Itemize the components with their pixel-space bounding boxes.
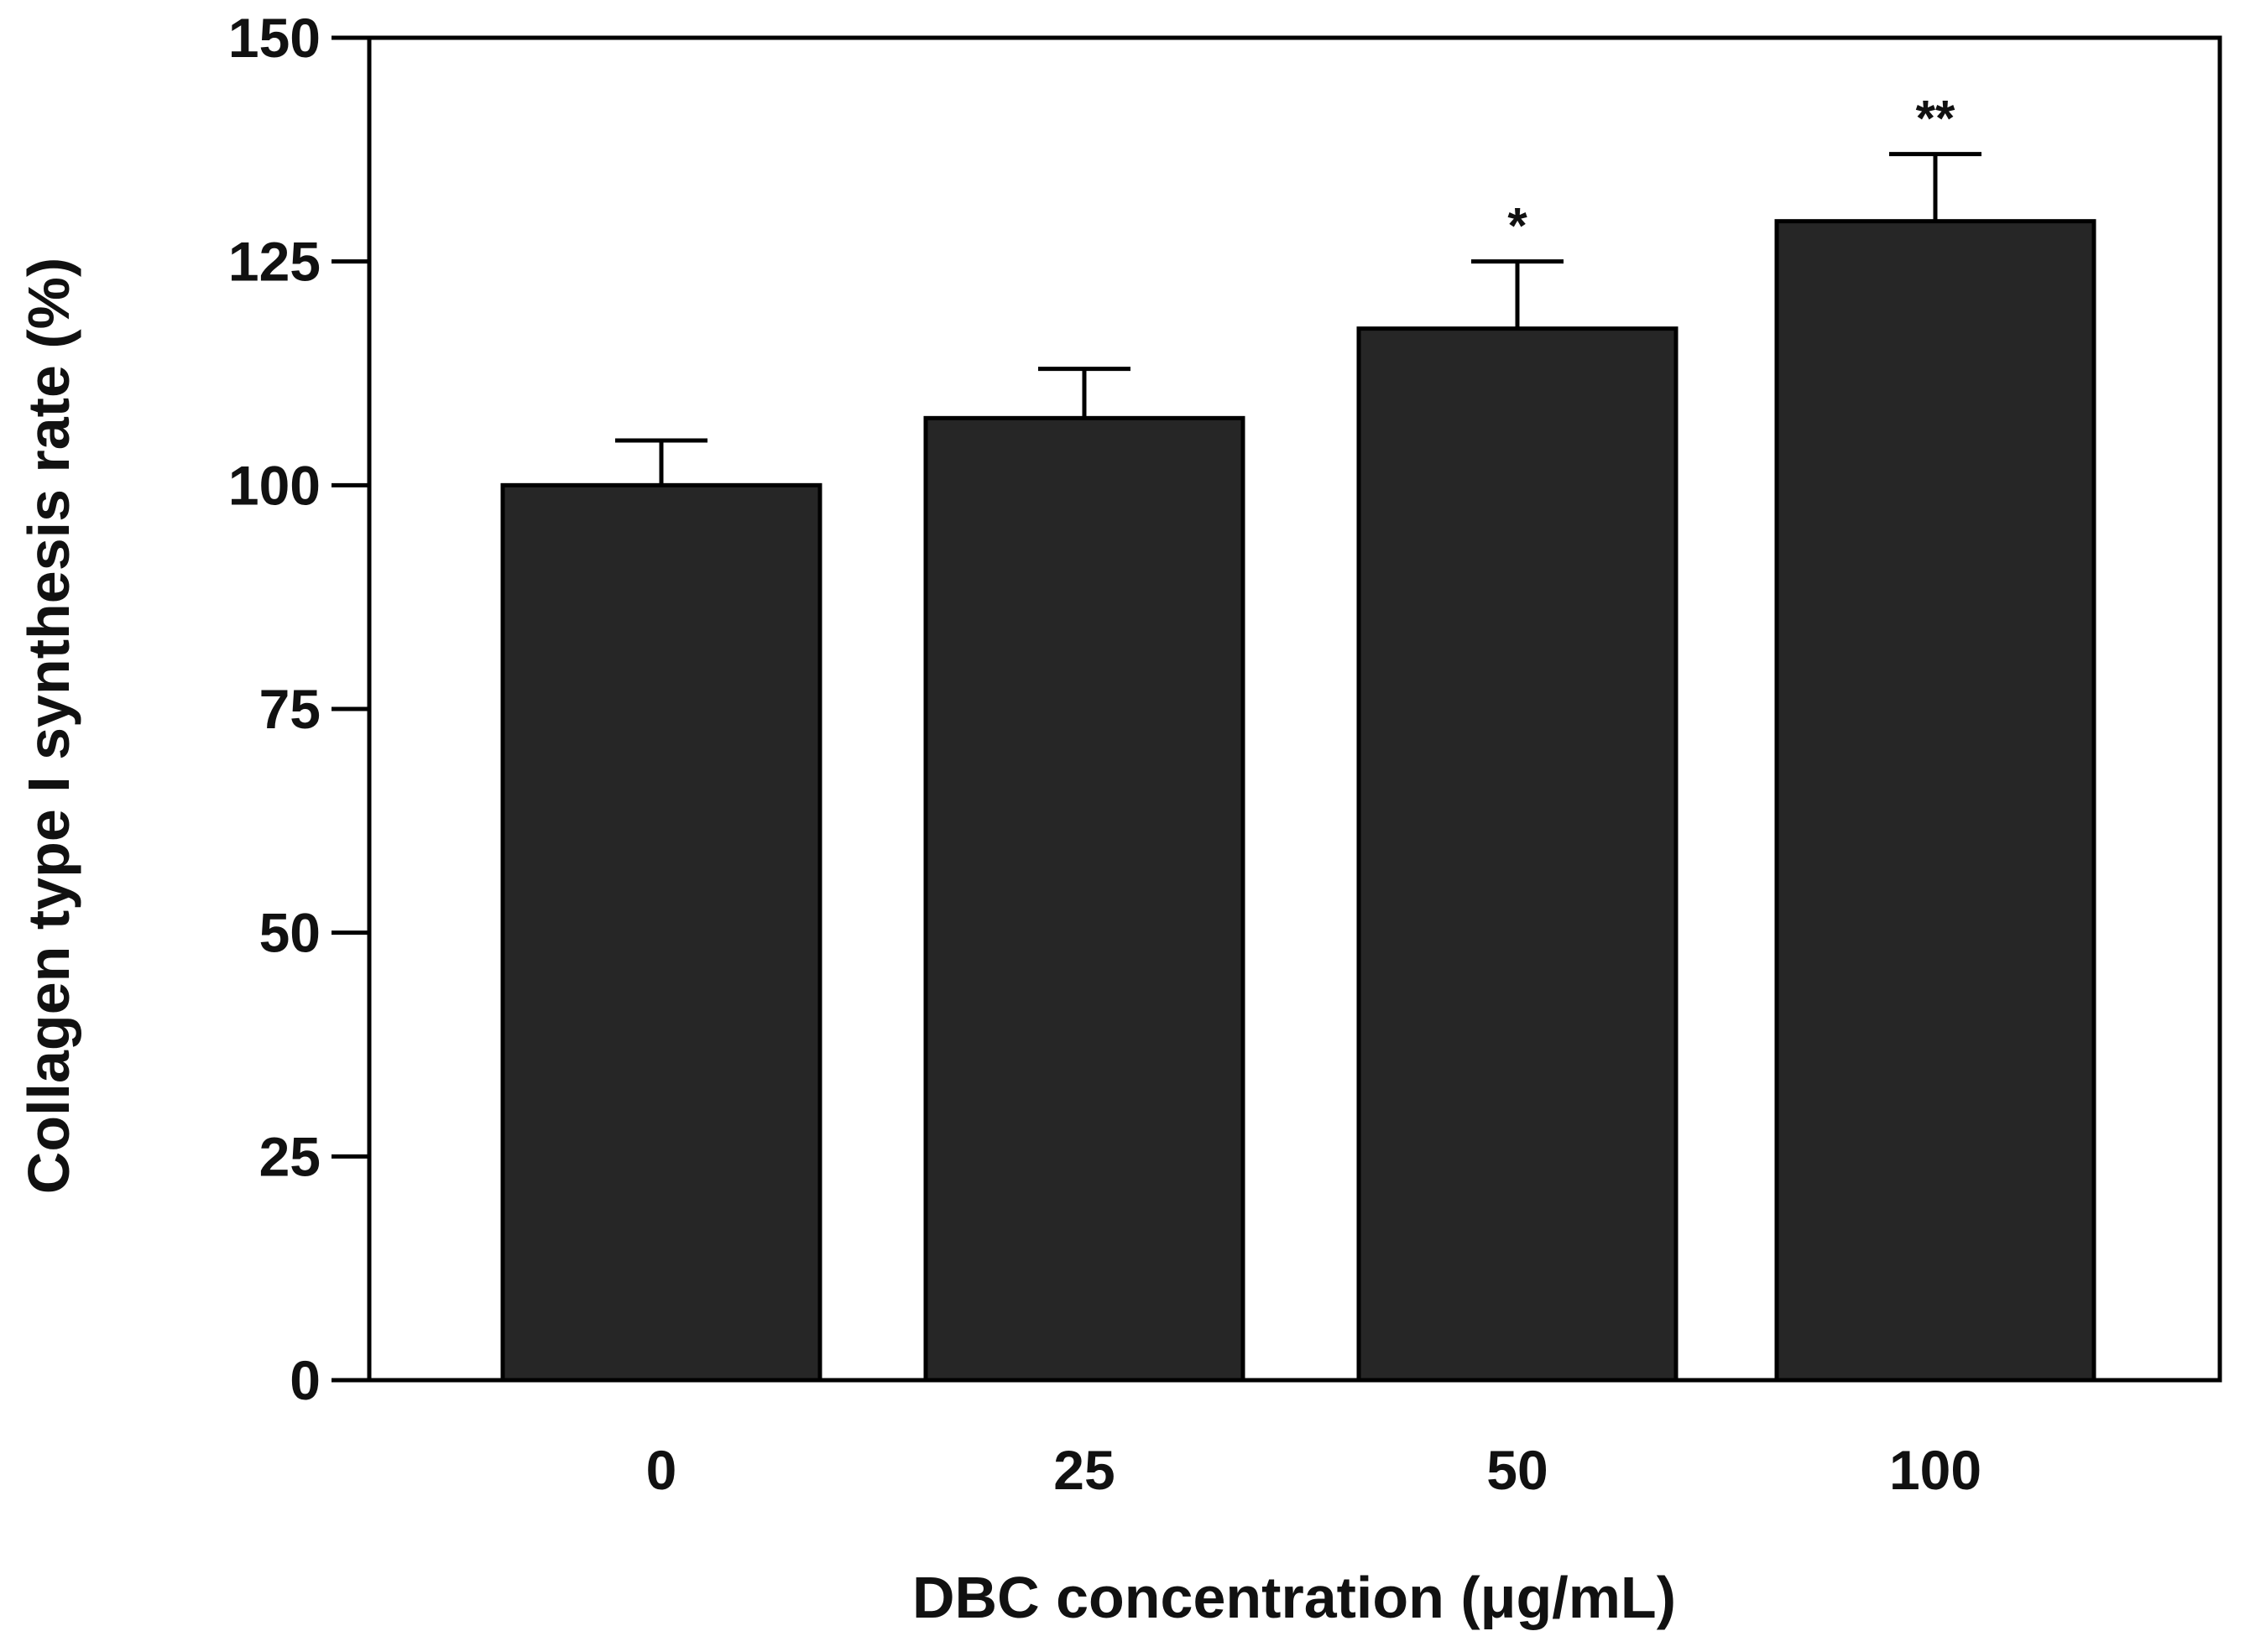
y-tick-label-50: 50 — [259, 902, 321, 964]
bars-layer — [500, 219, 2096, 1383]
significance-markers: *** — [1507, 91, 1955, 254]
x-tick-label-0: 0 — [646, 1439, 677, 1501]
y-tick-label-75: 75 — [259, 678, 321, 740]
y-tick-label-100: 100 — [228, 454, 321, 516]
bar-25 — [923, 415, 1245, 1383]
bar-0 — [500, 482, 822, 1383]
y-tick-label-125: 125 — [228, 231, 321, 293]
y-axis-title: Collagen type I synthesis rate (%) — [16, 258, 81, 1194]
x-axis: 0 25 50 100 — [646, 1439, 1981, 1501]
significance-marker-100: ** — [1916, 91, 1955, 147]
bar-100 — [1774, 219, 2096, 1383]
y-tick-label-25: 25 — [259, 1125, 321, 1187]
y-tick-label-0: 0 — [290, 1349, 321, 1411]
error-bars-layer — [615, 152, 1981, 486]
x-tick-label-100: 100 — [1889, 1439, 1981, 1501]
x-axis-title: DBC concentration (μg/mL) — [912, 1565, 1676, 1630]
x-tick-label-25: 25 — [1053, 1439, 1115, 1501]
y-tick-label-150: 150 — [228, 7, 321, 69]
x-tick-label-50: 50 — [1486, 1439, 1548, 1501]
bar-50 — [1356, 326, 1679, 1383]
significance-marker-50: * — [1507, 198, 1527, 254]
y-axis: 0 25 50 75 100 125 150 — [228, 7, 369, 1411]
